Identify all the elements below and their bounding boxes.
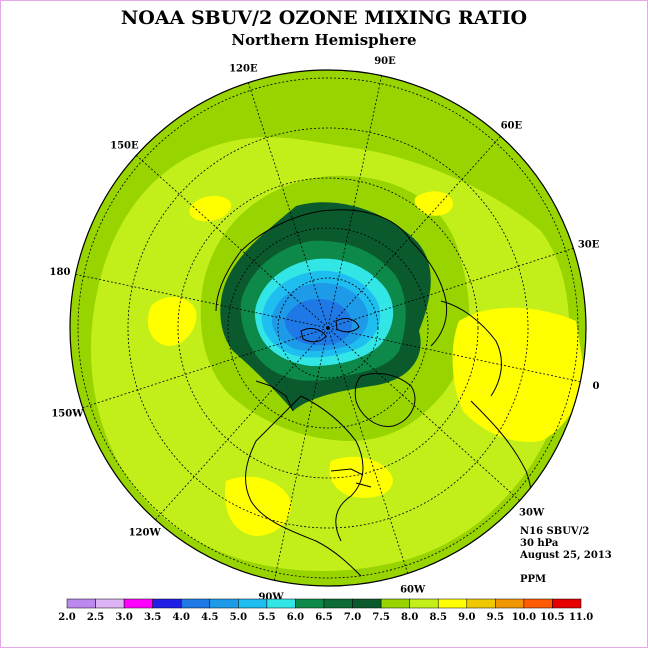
colorbar-swatch [209,598,239,609]
colorbar-tick-label: 11.0 [569,612,593,623]
colorbar-swatch [466,598,496,609]
colorbar-swatch [295,598,325,609]
graticule-lon [75,75,581,581]
map-boundary [69,69,587,587]
longitude-label: 120E [229,63,258,74]
longitude-label: 120W [129,528,162,539]
meridian-line [327,247,574,329]
colorbar-swatch [523,598,553,609]
colorbar-tick-label: 2.5 [87,612,104,623]
map-subtitle: Northern Hemisphere [231,31,417,49]
longitude-label: 150W [51,409,84,420]
meridian-line [327,327,520,501]
field-8-5-pacific [147,296,197,346]
colorbar-tick-label: 2.0 [58,612,75,623]
colorbar-swatch [180,598,211,609]
colorbar-swatch [66,598,96,609]
colorbar: 2.0 2.5 3.0 3.5 4.0 4.5 5.0 5.5 6.0 6.5 7.0 7.5 8.0 8… [58,598,593,623]
colorbar-tick-label: 9.0 [458,612,475,623]
longitude-label: 90W [258,592,284,603]
graticule-lat [77,77,579,579]
meridian-line [75,273,329,329]
colorbar-tick-label: 4.0 [173,612,190,623]
longitude-label: 60W [400,585,426,596]
longitude-label: 90E [374,56,396,67]
map-title: NOAA SBUV/2 OZONE MIXING RATIO [120,7,528,29]
field-8-5-mexico [225,476,292,536]
colorbar-tick-label: 10.0 [512,612,536,623]
instrument-label: N16 SBUV/2 [520,526,590,537]
colorbar-tick-label: 3.0 [115,612,132,623]
colorbar-tick-label: 9.5 [487,612,504,623]
field-8-5-atlantic [452,307,586,442]
colorbar-tick-label: 7.0 [344,612,361,623]
meridian-line [327,327,581,383]
meridian-line [136,155,329,329]
longitude-label: 60E [501,120,523,131]
colorbar-swatch [238,598,268,609]
units-label: PPM [520,574,547,585]
colorbar-tick-label: 3.5 [144,612,161,623]
longitude-label: 150E [110,141,139,152]
colorbar-swatch [352,598,382,609]
meridian-line [82,327,329,409]
colorbar-tick-label: 8.0 [401,612,418,623]
longitude-label: 0 [593,381,600,392]
meridian-line [327,75,383,329]
meridian-line [155,327,329,520]
colorbar-swatch [437,598,468,609]
colorbar-swatch [323,598,353,609]
ozone-field [70,70,586,586]
colorbar-tick-label: 5.0 [230,612,247,623]
colorbar-swatch [152,598,182,609]
colorbar-tick-label: 6.5 [315,612,332,623]
colorbar-swatch [552,598,582,609]
field-8-5-east [329,456,393,498]
colorbar-tick-label: 6.0 [287,612,304,623]
pressure-label: 30 hPa [520,538,559,549]
meridian-line [327,327,409,574]
longitude-label: 180 [50,267,71,278]
colorbar-tick-label: 5.5 [258,612,275,623]
colorbar-tick-label: 8.5 [430,612,447,623]
colorbar-tick-label: 4.5 [201,612,218,623]
colorbar-swatch [123,598,153,609]
field-8-5-asia [189,195,232,222]
colorbar-tick-label: 7.5 [372,612,389,623]
colorbar-swatch [95,598,125,609]
colorbar-swatch [409,598,439,609]
meridian-line [247,82,329,329]
meridian-line [273,327,329,581]
meridian-line [327,136,501,329]
longitude-label: 30E [578,239,600,250]
field-8-5-baltic [414,191,453,216]
longitude-label: 30W [519,507,545,518]
colorbar-swatch [380,598,410,609]
colorbar-swatch [266,598,296,609]
colorbar-tick-label: 10.5 [540,612,564,623]
date-label: August 25, 2013 [520,550,612,561]
longitude-labels: 90E 60E 30E 0 30W 60W 90W 120W 150W 180 150E 120E [50,56,600,603]
colorbar-swatch [495,598,525,609]
